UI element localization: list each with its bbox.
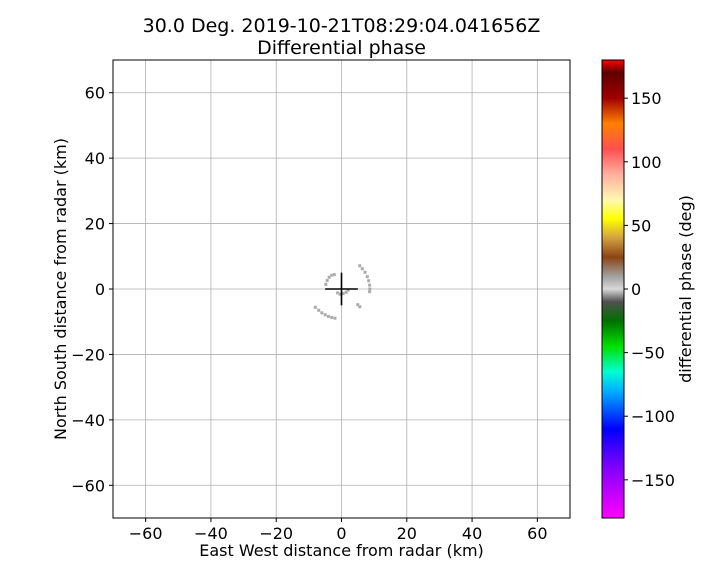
y-tick-label-2: −20 [71,345,105,364]
echo-point-0-7 [367,289,372,294]
colorbar-tick-label-6: 150 [631,89,662,108]
echo-point-0-2 [363,270,367,274]
y-tick-label-3: 0 [95,280,105,299]
chart-subtitle: Differential phase [257,37,426,59]
echo-layer [313,264,372,320]
echo-point-1-3 [323,313,327,317]
x-tick-label-5: 40 [462,524,482,543]
x-tick-label-4: 20 [397,524,417,543]
echo-point-0-1 [360,267,365,271]
y-axis-ticks: −60 −40 −20 0 20 40 60 [71,84,113,495]
x-tick-label-2: −20 [259,524,293,543]
echo-point-0-3 [365,274,369,279]
echo-point-2-1 [325,278,329,283]
colorbar [601,59,625,519]
grid-lines [113,60,570,518]
x-axis-label: East West distance from radar (km) [199,541,484,560]
echo-point-1-2 [320,311,324,315]
radar-marker [325,272,358,306]
echo-point-4-1 [358,305,362,309]
echo-point-0-4 [366,279,371,283]
colorbar-tick-label-3: 0 [631,280,641,299]
colorbar-tick-label-2: −50 [631,344,665,363]
colorbar-tick-label-0: −150 [631,471,675,490]
echo-point-1-1 [316,308,321,312]
y-axis-label: North South distance from radar (km) [51,138,70,440]
colorbar-ticks: −150 −100 −50 0 50 100 150 [624,89,675,490]
echo-point-0-5 [367,283,372,287]
colorbar-label: differential phase (deg) [676,195,695,383]
colorbar-tick-label-5: 100 [631,153,662,172]
x-tick-label-3: 0 [336,524,346,543]
echo-point-1-0 [313,305,318,309]
echo-point-2-0 [324,282,328,287]
colorbar-tick-label-4: 50 [631,216,651,235]
echo-point-2-4 [332,272,336,277]
chart-title: 30.0 Deg. 2019-10-21T08:29:04.041656Z [143,15,541,37]
y-tick-label-6: 60 [85,84,105,103]
echo-point-1-6 [333,316,337,320]
colorbar-tick-label-1: −100 [631,407,675,426]
y-tick-label-4: 20 [85,215,105,234]
x-tick-label-0: −60 [129,524,163,543]
x-axis-ticks: −60 −40 −20 0 20 40 60 [129,518,548,543]
echo-point-4-0 [356,303,360,307]
y-tick-label-0: −60 [71,476,105,495]
x-tick-label-6: 60 [527,524,547,543]
x-tick-label-1: −40 [194,524,228,543]
echo-point-1-5 [330,315,334,320]
echo-point-1-4 [326,314,331,319]
y-tick-label-5: 40 [85,149,105,168]
echo-point-2-2 [327,275,331,279]
echo-point-3-3 [344,290,348,294]
y-tick-label-1: −40 [71,411,105,430]
echo-point-0-0 [358,264,362,268]
